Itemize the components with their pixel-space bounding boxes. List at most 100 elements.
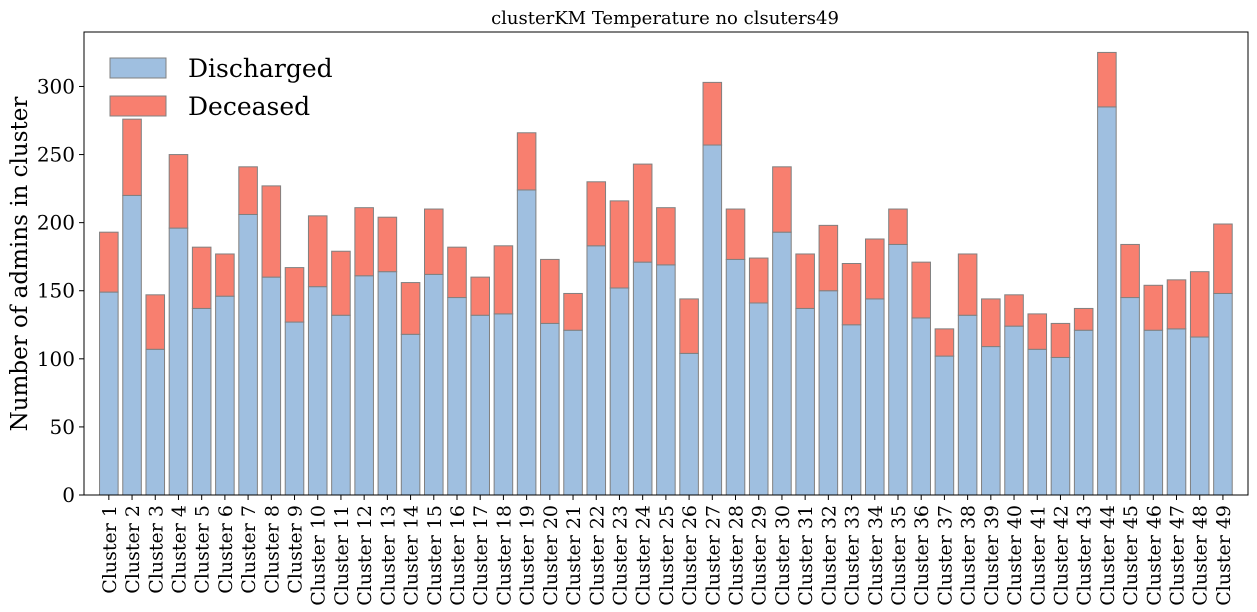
x-tick-label: Cluster 16 — [447, 505, 469, 606]
y-tick-label: 50 — [50, 415, 75, 439]
bar-discharged-22 — [586, 245, 607, 496]
x-tick-label: Cluster 41 — [1027, 505, 1049, 606]
bar-deceased-17 — [470, 276, 490, 316]
x-tick-label: Cluster 31 — [795, 505, 817, 606]
x-tick-label: Cluster 15 — [424, 505, 446, 606]
bar-deceased-7 — [238, 166, 258, 215]
y-tick-label: 100 — [37, 347, 75, 371]
bar-discharged-17 — [470, 314, 490, 496]
bar-discharged-19 — [516, 189, 537, 496]
bar-deceased-45 — [1120, 243, 1140, 299]
bar-discharged-4 — [168, 227, 189, 496]
x-tick-label: Cluster 10 — [308, 505, 330, 606]
bar-discharged-21 — [563, 329, 583, 496]
bar-discharged-25 — [656, 264, 676, 496]
bar-discharged-11 — [331, 314, 351, 496]
x-tick-label: Cluster 47 — [1167, 505, 1189, 606]
bar-deceased-40 — [1004, 294, 1024, 327]
y-axis-label: Number of admins in cluster — [7, 97, 33, 432]
bar-deceased-46 — [1143, 284, 1164, 331]
bar-discharged-46 — [1143, 329, 1164, 496]
bar-deceased-20 — [540, 258, 560, 324]
bar-discharged-44 — [1097, 106, 1117, 496]
bar-discharged-10 — [307, 286, 328, 496]
y-tick-label: 150 — [37, 279, 75, 303]
x-tick-label: Cluster 39 — [981, 505, 1003, 606]
bar-deceased-2 — [122, 118, 142, 196]
bar-discharged-8 — [261, 276, 282, 496]
legend-swatch-discharged — [109, 57, 167, 79]
x-tick-label: Cluster 32 — [818, 505, 840, 606]
bar-discharged-6 — [215, 295, 235, 496]
bar-deceased-4 — [168, 154, 189, 229]
legend-label-deceased: Deceased — [188, 92, 310, 121]
x-tick-label: Cluster 19 — [517, 505, 539, 606]
bar-deceased-31 — [795, 253, 815, 309]
bar-deceased-35 — [888, 208, 908, 245]
bar-deceased-16 — [447, 246, 467, 299]
x-tick-label: Cluster 49 — [1213, 505, 1235, 606]
bar-deceased-9 — [284, 267, 305, 323]
bar-discharged-45 — [1120, 297, 1140, 496]
bar-deceased-19 — [516, 132, 537, 191]
y-tick-label: 250 — [37, 143, 75, 167]
x-tick-label: Cluster 44 — [1097, 505, 1119, 606]
x-tick-label: Cluster 5 — [192, 505, 214, 594]
bar-discharged-36 — [911, 317, 931, 496]
bar-discharged-41 — [1027, 348, 1048, 496]
x-tick-label: Cluster 30 — [772, 505, 794, 606]
x-tick-label: Cluster 13 — [377, 505, 399, 606]
bar-discharged-18 — [493, 313, 514, 496]
bar-discharged-15 — [424, 273, 444, 496]
bar-discharged-16 — [447, 297, 467, 496]
x-tick-label: Cluster 18 — [493, 505, 515, 606]
bar-deceased-22 — [586, 181, 607, 247]
x-tick-label: Cluster 43 — [1074, 505, 1096, 606]
bar-discharged-43 — [1073, 329, 1094, 496]
bar-discharged-3 — [145, 348, 166, 496]
bar-discharged-42 — [1050, 356, 1071, 496]
bar-deceased-27 — [702, 81, 723, 146]
bar-deceased-34 — [864, 238, 885, 300]
bar-deceased-39 — [981, 298, 1001, 348]
x-tick-label: Cluster 11 — [331, 505, 353, 606]
bar-discharged-13 — [377, 271, 398, 496]
x-tick-label: Cluster 33 — [842, 505, 864, 606]
bar-discharged-29 — [748, 302, 769, 496]
bar-discharged-30 — [772, 231, 792, 496]
bar-discharged-33 — [841, 324, 862, 496]
x-tick-label: Cluster 28 — [726, 505, 748, 606]
bar-deceased-48 — [1189, 271, 1210, 338]
bar-discharged-37 — [934, 355, 955, 496]
bar-discharged-7 — [238, 213, 258, 496]
x-tick-label: Cluster 22 — [586, 505, 608, 606]
x-tick-label: Cluster 35 — [888, 505, 910, 606]
bar-deceased-49 — [1213, 223, 1233, 294]
bar-deceased-28 — [725, 208, 746, 260]
bar-discharged-20 — [540, 322, 560, 496]
legend: Discharged Deceased — [109, 54, 333, 121]
bars-layer — [99, 51, 1233, 496]
bar-deceased-1 — [99, 231, 119, 293]
bar-discharged-5 — [191, 307, 212, 496]
bar-discharged-26 — [679, 352, 699, 496]
bar-discharged-38 — [957, 314, 978, 496]
bar-deceased-14 — [400, 282, 421, 335]
x-tick-label: Cluster 42 — [1050, 505, 1072, 606]
bar-deceased-43 — [1073, 307, 1094, 331]
bar-deceased-10 — [307, 215, 328, 288]
bar-deceased-8 — [261, 185, 282, 278]
x-tick-label: Cluster 27 — [702, 505, 724, 606]
x-tick-label: Cluster 20 — [540, 505, 562, 606]
y-axis: 0 50 100 150 200 250 300 — [37, 74, 84, 507]
x-tick-label: Cluster 38 — [958, 505, 980, 606]
legend-label-discharged: Discharged — [188, 54, 333, 83]
x-axis: Cluster 1 Cluster 2 Cluster 3 Cluster 4 Clus… — [99, 495, 1235, 606]
x-tick-label: Cluster 29 — [749, 505, 771, 606]
bar-discharged-49 — [1213, 292, 1233, 496]
bar-discharged-9 — [284, 321, 305, 496]
y-tick-label: 300 — [37, 74, 75, 98]
x-tick-label: Cluster 12 — [354, 505, 376, 606]
x-tick-label: Cluster 2 — [122, 505, 144, 594]
bar-deceased-32 — [818, 224, 839, 292]
